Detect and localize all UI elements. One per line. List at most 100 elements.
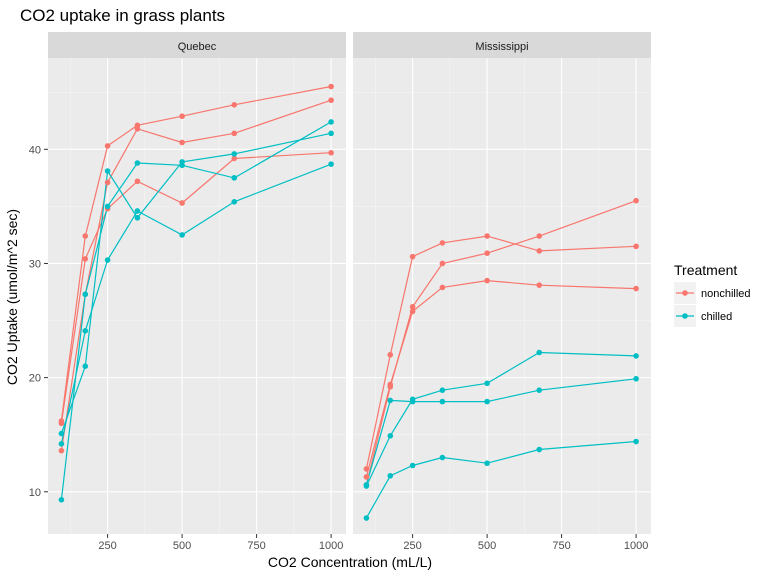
data-point-chilled — [633, 375, 639, 382]
data-point-chilled — [484, 398, 490, 405]
data-point-chilled — [484, 380, 490, 387]
data-point-nonchilled — [82, 233, 89, 239]
data-point-chilled — [439, 398, 446, 405]
data-point-nonchilled — [484, 277, 490, 284]
data-point-nonchilled — [409, 308, 416, 315]
x-tick-label: 250 — [98, 540, 116, 552]
data-point-chilled — [58, 441, 65, 447]
data-point-chilled — [104, 168, 111, 174]
y-tick-label: 10 — [29, 487, 41, 499]
data-point-nonchilled — [439, 284, 446, 291]
data-point-nonchilled — [104, 179, 111, 186]
data-point-chilled — [439, 454, 446, 461]
data-point-nonchilled — [536, 233, 543, 239]
data-point-chilled — [387, 472, 394, 479]
data-point-chilled — [179, 159, 185, 165]
data-point-nonchilled — [231, 130, 238, 137]
data-point-chilled — [484, 460, 490, 467]
data-point-chilled — [58, 496, 65, 503]
data-point-chilled — [633, 353, 639, 359]
chart-title: CO2 uptake in grass plants — [20, 6, 225, 25]
data-point-chilled — [231, 151, 238, 157]
data-point-nonchilled — [409, 304, 416, 310]
data-point-nonchilled — [179, 139, 185, 146]
legend-title: Treatment — [674, 262, 737, 278]
data-point-chilled — [536, 387, 543, 393]
y-tick-label: 30 — [29, 258, 41, 270]
data-point-chilled — [328, 119, 334, 125]
panel-mississippi: Mississippi 250 500 750 1000 — [353, 32, 651, 552]
data-point-chilled — [328, 130, 334, 137]
data-point-nonchilled — [387, 351, 394, 358]
data-point-nonchilled — [439, 260, 446, 267]
x-tick-label: 500 — [173, 540, 191, 552]
data-point-nonchilled — [104, 143, 111, 149]
data-point-chilled — [82, 291, 89, 298]
data-point-chilled — [439, 387, 446, 393]
data-point-nonchilled — [633, 243, 639, 250]
x-tick-label: 750 — [247, 540, 265, 552]
panel-quebec: Quebec 250 500 750 1000 10 20 30 40 — [29, 32, 346, 552]
data-point-nonchilled — [82, 256, 89, 262]
legend-label-chilled: chilled — [701, 311, 732, 323]
data-point-nonchilled — [134, 125, 141, 132]
data-point-chilled — [328, 161, 334, 167]
legend-key-point — [682, 313, 688, 319]
data-point-chilled — [134, 208, 141, 214]
data-point-nonchilled — [179, 113, 185, 120]
data-point-chilled — [104, 257, 111, 263]
data-point-nonchilled — [536, 248, 543, 254]
data-point-chilled — [179, 232, 185, 238]
data-point-nonchilled — [387, 381, 394, 388]
data-point-nonchilled — [484, 233, 490, 239]
data-point-chilled — [387, 433, 394, 439]
data-point-nonchilled — [409, 253, 416, 260]
data-point-chilled — [82, 328, 89, 334]
y-tick-label: 20 — [29, 373, 41, 385]
data-point-nonchilled — [633, 285, 639, 292]
facet-strip-label: Quebec — [178, 41, 217, 53]
data-point-chilled — [104, 203, 111, 210]
x-tick-label: 500 — [478, 540, 496, 552]
data-point-nonchilled — [536, 282, 543, 288]
x-tick-label: 250 — [403, 540, 421, 552]
data-point-chilled — [231, 199, 238, 205]
data-point-chilled — [536, 446, 543, 453]
data-point-chilled — [82, 363, 89, 370]
panel-background — [353, 58, 651, 534]
data-point-chilled — [633, 438, 639, 445]
x-tick-label: 1000 — [624, 540, 648, 552]
data-point-nonchilled — [231, 102, 238, 108]
x-tick-label: 1000 — [319, 540, 343, 552]
data-point-chilled — [134, 160, 141, 166]
data-point-nonchilled — [484, 250, 490, 256]
data-point-nonchilled — [231, 155, 238, 162]
legend-key-point — [682, 290, 688, 296]
facet-strip — [353, 32, 651, 58]
data-point-nonchilled — [58, 420, 65, 427]
data-point-chilled — [409, 398, 416, 405]
data-point-chilled — [409, 462, 416, 469]
data-point-nonchilled — [328, 83, 334, 90]
data-point-nonchilled — [179, 200, 185, 206]
data-point-chilled — [58, 430, 65, 437]
data-point-nonchilled — [363, 466, 370, 472]
data-point-nonchilled — [134, 178, 141, 185]
legend-label-nonchilled: nonchilled — [701, 288, 751, 300]
data-point-nonchilled — [328, 149, 334, 156]
data-point-chilled — [363, 482, 370, 488]
legend: Treatment nonchilled chilled — [674, 262, 751, 327]
data-point-nonchilled — [58, 447, 65, 454]
y-axis-title: CO2 Uptake (umol/m^2 sec) — [4, 209, 20, 385]
x-tick-label: 750 — [552, 540, 570, 552]
y-tick-label: 40 — [29, 144, 41, 156]
data-point-chilled — [536, 349, 543, 356]
x-axis-title: CO2 Concentration (mL/L) — [268, 554, 432, 570]
data-point-chilled — [134, 215, 141, 221]
data-point-nonchilled — [633, 197, 639, 204]
data-point-chilled — [387, 397, 394, 404]
facet-strip-label: Mississippi — [475, 41, 528, 53]
plot-layer: Quebec 250 500 750 1000 10 20 30 40 Mississippi 25… — [29, 32, 651, 552]
data-point-nonchilled — [439, 240, 446, 246]
